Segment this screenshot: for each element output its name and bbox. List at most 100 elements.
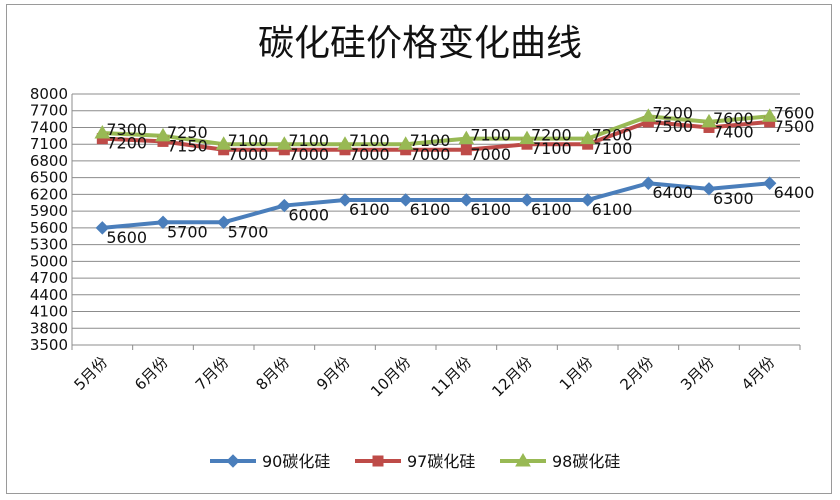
legend-label: 90碳化硅 [262, 452, 330, 471]
y-tick-label: 5000 [30, 252, 68, 270]
x-tick-label: 3月份 [677, 353, 718, 394]
data-label: 6100 [349, 200, 390, 219]
data-point [640, 108, 657, 122]
x-tick-label: 5月份 [70, 353, 111, 394]
x-tick-label: 6月份 [131, 353, 172, 394]
data-point [762, 176, 777, 190]
data-point [398, 193, 413, 207]
y-tick-label: 4100 [30, 303, 68, 321]
data-label: 7150 [167, 136, 208, 155]
data-point [397, 136, 414, 150]
data-label: 7000 [470, 145, 511, 164]
data-label: 6000 [288, 206, 329, 225]
data-label: 7300 [106, 120, 147, 139]
data-label: 6100 [531, 200, 572, 219]
data-point [702, 182, 716, 196]
data-label: 7100 [228, 131, 269, 150]
y-tick-label: 6500 [30, 169, 68, 187]
data-point [519, 130, 535, 145]
data-point [458, 130, 475, 145]
x-tick-label: 4月份 [738, 353, 779, 394]
data-label: 7200 [531, 126, 572, 145]
data-point [276, 136, 293, 150]
data-point [155, 127, 171, 142]
data-label: 7100 [349, 131, 390, 150]
y-tick-label: 7400 [30, 118, 68, 136]
y-tick-label: 4700 [30, 269, 68, 287]
data-label: 7200 [592, 126, 633, 145]
x-tick-label: 1月份 [556, 353, 597, 394]
data-point [580, 193, 595, 207]
y-tick-label: 5900 [30, 202, 68, 220]
y-tick-label: 5600 [30, 219, 68, 237]
series-line [102, 181, 770, 230]
data-label: 6300 [713, 189, 754, 208]
data-label: 7250 [167, 123, 208, 142]
legend-marker [372, 455, 384, 467]
data-label: 7100 [470, 126, 511, 145]
y-tick-label: 7700 [30, 102, 68, 120]
data-point [95, 221, 110, 235]
y-tick-label: 3500 [30, 336, 68, 354]
x-tick-label: 12月份 [488, 353, 535, 400]
data-label: 7600 [713, 109, 754, 128]
x-tick-label: 10月份 [367, 353, 414, 400]
y-tick-label: 8000 [30, 85, 68, 103]
legend-marker [515, 453, 531, 467]
legend-marker [226, 454, 240, 468]
data-label: 6100 [470, 200, 511, 219]
data-label: 5600 [106, 228, 147, 247]
data-label: 7100 [592, 139, 633, 158]
x-tick-label: 9月份 [313, 353, 354, 394]
chart-title: 碳化硅价格变化曲线 [257, 23, 582, 64]
data-point [337, 136, 353, 150]
data-label: 7500 [774, 117, 815, 136]
y-tick-label: 6200 [30, 185, 68, 203]
data-point [156, 215, 170, 229]
data-label: 6100 [592, 200, 633, 219]
y-tick-label: 5300 [30, 236, 68, 254]
data-label: 7100 [531, 139, 572, 158]
data-label: 7000 [410, 145, 451, 164]
data-point [520, 193, 534, 207]
x-tick-label: 8月份 [252, 353, 293, 394]
data-label: 7200 [652, 103, 693, 122]
data-point [277, 198, 292, 213]
data-label: 5700 [167, 222, 208, 241]
data-point [701, 113, 717, 128]
data-point [459, 193, 474, 207]
x-tick-label: 2月份 [616, 353, 657, 394]
chart-frame [6, 4, 832, 494]
data-label: 7100 [288, 131, 329, 150]
y-tick-label: 6800 [30, 152, 68, 170]
legend-label: 98碳化硅 [552, 452, 620, 471]
data-label: 6400 [774, 183, 815, 202]
data-label: 6100 [410, 200, 451, 219]
data-point [579, 130, 596, 145]
data-label: 7600 [774, 103, 815, 122]
data-label: 7400 [713, 122, 754, 141]
y-tick-label: 4400 [30, 286, 68, 304]
series-line [102, 114, 770, 147]
legend-label: 97碳化硅 [407, 452, 475, 471]
y-tick-label: 3800 [30, 319, 68, 337]
data-label: 7200 [106, 134, 147, 153]
y-tick-label: 7100 [30, 135, 68, 153]
data-point [216, 215, 231, 229]
x-tick-label: 11月份 [428, 353, 475, 400]
data-point [641, 176, 656, 190]
data-label: 6400 [652, 183, 693, 202]
data-point [460, 144, 472, 156]
data-label: 7100 [410, 131, 451, 150]
x-tick-label: 7月份 [192, 353, 233, 394]
data-label: 7500 [652, 117, 693, 136]
series-line [102, 119, 770, 152]
data-point [94, 125, 111, 139]
data-point [338, 193, 352, 207]
data-label: 7000 [349, 145, 390, 164]
data-label: 7000 [288, 145, 329, 164]
data-label: 5700 [228, 222, 269, 241]
data-point [215, 136, 232, 150]
data-point [761, 108, 778, 122]
